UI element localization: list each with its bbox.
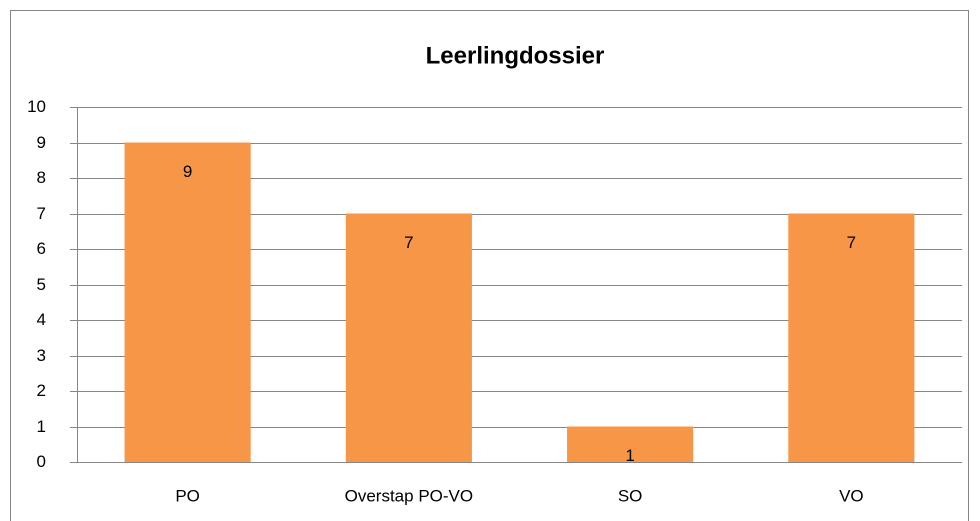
y-tick-label: 8 [37,168,46,187]
bar [567,426,694,462]
chart-title: Leerlingdossier [426,42,605,69]
x-tick-label: PO [175,486,200,505]
y-tick-label: 1 [37,417,46,436]
x-tick-label: Overstap PO-VO [345,486,473,505]
y-tick-label: 0 [37,452,46,471]
y-tick-label: 5 [37,275,46,294]
data-label: 7 [404,233,413,252]
y-tick-label: 2 [37,381,46,400]
bar [788,213,915,462]
y-tick-label: 7 [37,204,46,223]
data-label: 9 [183,162,192,181]
bar [124,142,251,462]
x-tick-label: SO [618,486,643,505]
x-tick-label: VO [839,486,864,505]
bar [345,213,472,462]
y-tick-label: 3 [37,346,46,365]
y-tick-label: 9 [37,133,46,152]
data-label: 1 [625,446,634,465]
y-tick-label: 4 [37,310,46,329]
y-tick-label: 10 [27,97,46,116]
data-label: 7 [847,233,856,252]
y-tick-label: 6 [37,239,46,258]
